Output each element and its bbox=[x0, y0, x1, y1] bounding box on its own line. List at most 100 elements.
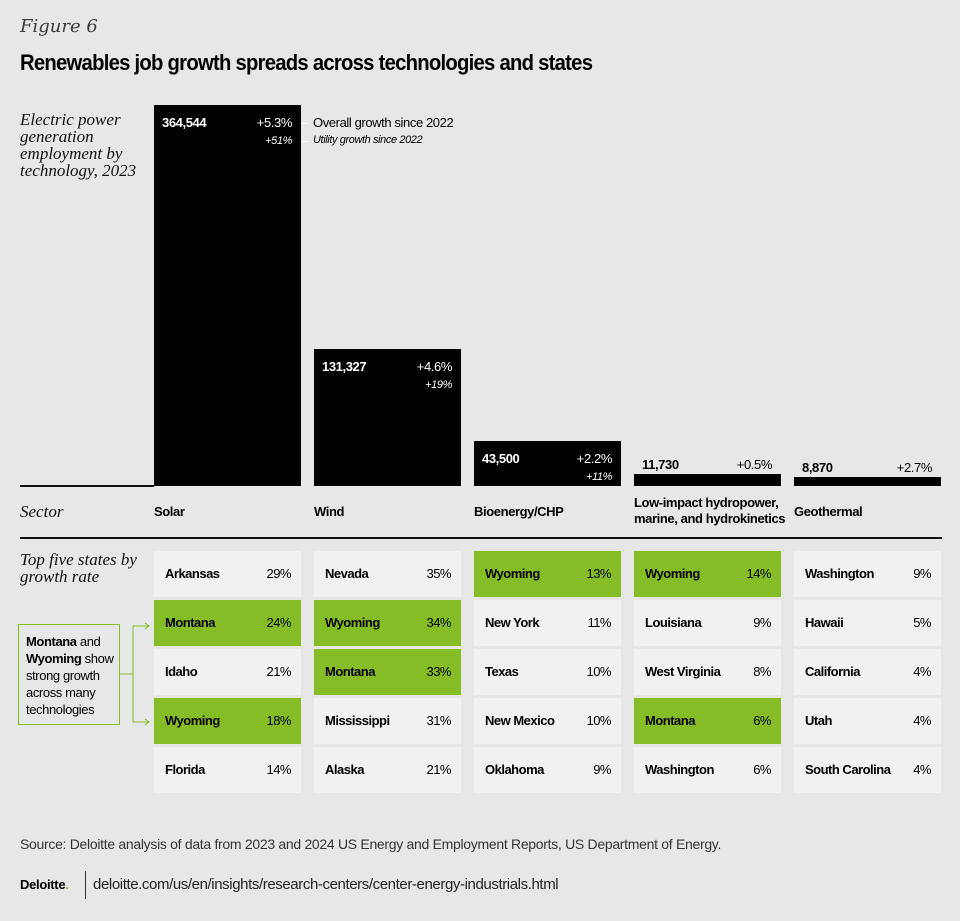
bar-overall-growth: +2.7% bbox=[896, 460, 933, 475]
state-growth-rate: 21% bbox=[426, 762, 451, 777]
sector-label: Bioenergy/CHP bbox=[474, 504, 564, 519]
state-name: New Mexico bbox=[485, 713, 555, 728]
state-name: Wyoming bbox=[485, 566, 540, 581]
state-name: Washington bbox=[805, 566, 874, 581]
state-name: Wyoming bbox=[325, 615, 380, 630]
state-cell: Idaho 21% bbox=[154, 649, 301, 695]
source-note: Source: Deloitte analysis of data from 2… bbox=[20, 836, 722, 852]
callout-bracket-arrows bbox=[120, 622, 150, 726]
state-growth-rate: 18% bbox=[266, 713, 291, 728]
bar-value-label: 11,730 bbox=[642, 457, 679, 472]
state-cell: Oklahoma 9% bbox=[474, 747, 621, 793]
state-name: Wyoming bbox=[165, 713, 220, 728]
annotation-utility-growth: Utility growth since 2022 bbox=[313, 134, 423, 146]
state-cell: Montana 24% bbox=[154, 600, 301, 646]
state-name: Hawaii bbox=[805, 615, 844, 630]
state-cell: Hawaii 5% bbox=[794, 600, 941, 646]
state-growth-rate: 14% bbox=[266, 762, 291, 777]
bar-utility-growth: +19% bbox=[425, 379, 452, 391]
state-name: Montana bbox=[325, 664, 375, 679]
state-growth-rate: 10% bbox=[586, 713, 611, 728]
bar-utility-growth: +11% bbox=[585, 471, 612, 483]
logo-dot: . bbox=[65, 877, 69, 892]
state-growth-rate: 4% bbox=[913, 713, 931, 728]
state-growth-rate: 4% bbox=[913, 664, 931, 679]
state-cell: South Carolina 4% bbox=[794, 747, 941, 793]
sector-label: Geothermal bbox=[794, 504, 863, 519]
state-cell: Washington 9% bbox=[794, 551, 941, 597]
state-cell: Wyoming 14% bbox=[634, 551, 781, 597]
state-growth-rate: 13% bbox=[586, 566, 611, 581]
state-cell: Montana 6% bbox=[634, 698, 781, 744]
state-name: Idaho bbox=[165, 664, 198, 679]
state-growth-rate: 11% bbox=[587, 615, 611, 630]
callout-bold-wyoming: Wyoming bbox=[26, 651, 82, 666]
bar-value-label: 364,544 bbox=[162, 115, 207, 130]
bar-overall-growth: +5.3% bbox=[256, 115, 293, 130]
bar-overall-growth: +4.6% bbox=[416, 359, 453, 374]
state-cell: Nevada 35% bbox=[314, 551, 461, 597]
bar-overall-growth: +0.5% bbox=[736, 457, 773, 472]
state-cell: Arkansas 29% bbox=[154, 551, 301, 597]
bar-value-label: 8,870 bbox=[802, 460, 833, 475]
annotation-leader-utility bbox=[301, 141, 308, 142]
state-cell: California 4% bbox=[794, 649, 941, 695]
state-cell: Louisiana 9% bbox=[634, 600, 781, 646]
bar-4 bbox=[794, 477, 941, 486]
state-name: Utah bbox=[805, 713, 832, 728]
state-name: South Carolina bbox=[805, 762, 891, 777]
state-cell: Texas 10% bbox=[474, 649, 621, 695]
chart-title: Renewables job growth spreads across tec… bbox=[20, 50, 593, 75]
state-cell: Washington 6% bbox=[634, 747, 781, 793]
sector-divider bbox=[20, 537, 942, 539]
state-growth-rate: 10% bbox=[586, 664, 611, 679]
callout-box: Montana and Wyoming show strong growth a… bbox=[18, 624, 120, 725]
state-name: Montana bbox=[165, 615, 215, 630]
state-name: Nevada bbox=[325, 566, 369, 581]
sector-label: Solar bbox=[154, 504, 185, 519]
top-states-row-label: Top five states by growth rate bbox=[20, 550, 137, 586]
state-name: Oklahoma bbox=[485, 762, 544, 777]
state-cell: Montana 33% bbox=[314, 649, 461, 695]
bar-value-label: 43,500 bbox=[482, 451, 520, 466]
state-growth-rate: 9% bbox=[593, 762, 611, 777]
deloitte-logo: Deloitte. bbox=[20, 877, 69, 892]
sector-label: Low-impact hydropower, marine, and hydro… bbox=[634, 495, 786, 526]
state-name: Washington bbox=[645, 762, 714, 777]
state-name: Florida bbox=[165, 762, 205, 777]
state-cell: Mississippi 31% bbox=[314, 698, 461, 744]
state-growth-rate: 31% bbox=[426, 713, 451, 728]
state-name: Texas bbox=[485, 664, 519, 679]
source-url-link[interactable]: deloitte.com/us/en/insights/research-cen… bbox=[93, 876, 559, 893]
callout-text-rest: show strong growth across many technolog… bbox=[26, 651, 114, 717]
state-name: New York bbox=[485, 615, 540, 630]
bar-3 bbox=[634, 474, 781, 486]
sector-label: Wind bbox=[314, 504, 345, 519]
state-growth-rate: 9% bbox=[753, 615, 771, 630]
state-growth-rate: 5% bbox=[913, 615, 931, 630]
bar-overall-growth: +2.2% bbox=[576, 451, 613, 466]
state-cell: Wyoming 13% bbox=[474, 551, 621, 597]
state-growth-rate: 29% bbox=[266, 566, 291, 581]
baseline-rule bbox=[20, 485, 154, 487]
state-growth-rate: 35% bbox=[426, 566, 451, 581]
state-growth-rate: 14% bbox=[746, 566, 771, 581]
state-cell: Wyoming 18% bbox=[154, 698, 301, 744]
bar-2 bbox=[474, 441, 621, 486]
logo-text: Deloitte bbox=[20, 877, 66, 892]
state-growth-rate: 6% bbox=[753, 762, 771, 777]
annotation-overall-growth: Overall growth since 2022 bbox=[313, 115, 454, 130]
state-growth-rate: 9% bbox=[913, 566, 931, 581]
state-cell: New York 11% bbox=[474, 600, 621, 646]
state-growth-rate: 34% bbox=[426, 615, 451, 630]
state-cell: Alaska 21% bbox=[314, 747, 461, 793]
callout-bold-montana: Montana bbox=[26, 634, 77, 649]
state-name: California bbox=[805, 664, 860, 679]
y-axis-label: Electric power generation employment by … bbox=[20, 110, 137, 180]
state-cell: New Mexico 10% bbox=[474, 698, 621, 744]
annotation-leader-overall bbox=[301, 123, 308, 124]
bar-utility-growth: +51% bbox=[265, 135, 292, 147]
state-name: West Virginia bbox=[645, 664, 721, 679]
sector-row-label: Sector bbox=[20, 502, 64, 521]
state-cell: Utah 4% bbox=[794, 698, 941, 744]
